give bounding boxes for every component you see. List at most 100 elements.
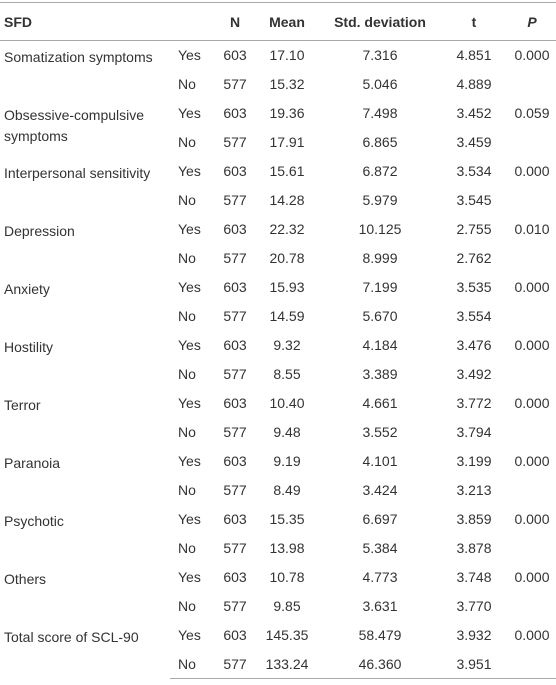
group-cell: Yes bbox=[178, 569, 201, 585]
p-cell bbox=[508, 534, 556, 563]
group-cell: No bbox=[178, 482, 196, 498]
p-cell: 0.000 bbox=[514, 163, 550, 179]
table-row: Psychotic Yes 603 15.35 6.697 3.859 0.000 bbox=[0, 505, 556, 534]
sd-cell: 7.498 bbox=[362, 105, 398, 121]
n-cell: 603 bbox=[223, 511, 247, 527]
sd-cell: 5.384 bbox=[362, 540, 398, 556]
row-label: Paranoia bbox=[4, 454, 61, 471]
mean-cell: 145.35 bbox=[265, 627, 309, 643]
table-row: No 577 17.91 6.865 3.459 bbox=[0, 128, 556, 157]
mean-cell: 20.78 bbox=[269, 250, 305, 266]
p-cell: 0.000 bbox=[514, 569, 550, 585]
header-cell: Std. deviation bbox=[320, 2, 440, 41]
mean-cell: 14.59 bbox=[269, 308, 305, 324]
p-cell: 0.000 bbox=[514, 395, 550, 411]
n-cell: 577 bbox=[223, 76, 247, 92]
header-cell: P bbox=[508, 2, 556, 41]
t-cell: 3.859 bbox=[456, 511, 492, 527]
table-body: Somatization symptoms Yes 603 17.10 7.316 4.8… bbox=[0, 41, 556, 679]
sd-cell: 5.670 bbox=[362, 308, 398, 324]
t-cell: 3.951 bbox=[440, 649, 508, 679]
group-cell: Yes bbox=[178, 395, 201, 411]
t-cell: 3.545 bbox=[456, 192, 492, 208]
group-cell: No bbox=[178, 598, 196, 614]
table-row: Others Yes 603 10.78 4.773 3.748 0.000 bbox=[0, 563, 556, 592]
t-cell: 4.889 bbox=[456, 76, 492, 92]
p-cell: 0.010 bbox=[514, 221, 550, 237]
group-cell: Yes bbox=[178, 163, 201, 179]
row-label: Depression bbox=[4, 222, 75, 239]
mean-cell: 9.32 bbox=[273, 337, 301, 353]
t-cell: 3.878 bbox=[456, 540, 492, 556]
mean-cell: 9.85 bbox=[273, 598, 301, 614]
sd-cell: 4.773 bbox=[362, 569, 398, 585]
p-cell: 0.000 bbox=[514, 337, 550, 353]
group-cell: No bbox=[178, 192, 196, 208]
n-cell: 577 bbox=[223, 366, 247, 382]
table-row: Paranoia Yes 603 9.19 4.101 3.199 0.000 bbox=[0, 447, 556, 476]
table-row: No 577 15.32 5.046 4.889 bbox=[0, 70, 556, 99]
p-cell bbox=[508, 186, 556, 215]
p-cell: 0.000 bbox=[514, 47, 550, 64]
mean-cell: 9.19 bbox=[273, 453, 301, 469]
header-row: SFD N Mean Std. deviation t P bbox=[0, 2, 556, 41]
n-cell: 577 bbox=[223, 134, 247, 150]
t-cell: 3.770 bbox=[456, 598, 492, 614]
group-cell: No bbox=[178, 366, 196, 382]
table-row: Hostility Yes 603 9.32 4.184 3.476 0.000 bbox=[0, 331, 556, 360]
sd-cell: 10.125 bbox=[358, 221, 402, 237]
t-cell: 3.932 bbox=[456, 627, 492, 643]
group-cell: Yes bbox=[178, 627, 201, 643]
p-cell bbox=[508, 70, 556, 99]
group-cell: Yes bbox=[178, 105, 201, 121]
t-cell: 3.476 bbox=[456, 337, 492, 353]
row-label: Anxiety bbox=[4, 280, 50, 297]
p-cell bbox=[508, 128, 556, 157]
mean-cell: 8.49 bbox=[273, 482, 301, 498]
n-cell: 603 bbox=[223, 569, 247, 585]
n-cell: 603 bbox=[223, 337, 247, 353]
group-cell: No bbox=[178, 134, 196, 150]
t-cell: 3.459 bbox=[456, 134, 492, 150]
mean-cell: 22.32 bbox=[269, 221, 305, 237]
group-cell: Yes bbox=[178, 221, 201, 237]
header-cell: SFD bbox=[0, 2, 170, 41]
n-cell: 577 bbox=[223, 308, 247, 324]
table-row: Total score of SCL-90 Yes 603 145.35 58.479 3… bbox=[0, 621, 556, 650]
table-row: Terror Yes 603 10.40 4.661 3.772 0.000 bbox=[0, 389, 556, 418]
mean-cell: 10.40 bbox=[269, 395, 305, 411]
header-cell: t bbox=[440, 2, 508, 41]
n-cell: 603 bbox=[223, 163, 247, 179]
sd-cell: 3.552 bbox=[362, 424, 398, 440]
t-cell: 3.748 bbox=[456, 569, 492, 585]
group-cell: Yes bbox=[178, 453, 201, 469]
group-cell: Yes bbox=[178, 337, 201, 353]
n-cell: 577 bbox=[216, 649, 254, 679]
n-cell: 577 bbox=[223, 540, 247, 556]
table-row: No 577 14.28 5.979 3.545 bbox=[0, 186, 556, 215]
table-row: No 577 8.55 3.389 3.492 bbox=[0, 360, 556, 389]
group-cell: No bbox=[178, 540, 196, 556]
table-row: Interpersonal sensitivity Yes 603 15.61 6.87… bbox=[0, 157, 556, 186]
sd-cell: 8.999 bbox=[362, 250, 398, 266]
p-cell: 0.000 bbox=[514, 511, 550, 527]
row-label: Somatization symptoms bbox=[4, 49, 153, 65]
n-cell: 577 bbox=[223, 482, 247, 498]
p-cell: 0.000 bbox=[514, 453, 550, 469]
sd-cell: 6.865 bbox=[362, 134, 398, 150]
group-cell: No bbox=[178, 76, 196, 92]
n-cell: 577 bbox=[223, 598, 247, 614]
n-cell: 577 bbox=[223, 250, 247, 266]
sd-cell: 3.631 bbox=[362, 598, 398, 614]
n-cell: 603 bbox=[223, 47, 247, 64]
mean-cell: 10.78 bbox=[269, 569, 305, 585]
header-cell bbox=[170, 2, 216, 41]
n-cell: 603 bbox=[223, 279, 247, 295]
t-cell: 3.213 bbox=[456, 482, 492, 498]
table-row: Obsessive-compulsive symptoms Yes 603 19.36… bbox=[0, 99, 556, 144]
t-cell: 3.535 bbox=[456, 279, 492, 295]
t-cell: 3.492 bbox=[456, 366, 492, 382]
sd-cell: 4.184 bbox=[362, 337, 398, 353]
